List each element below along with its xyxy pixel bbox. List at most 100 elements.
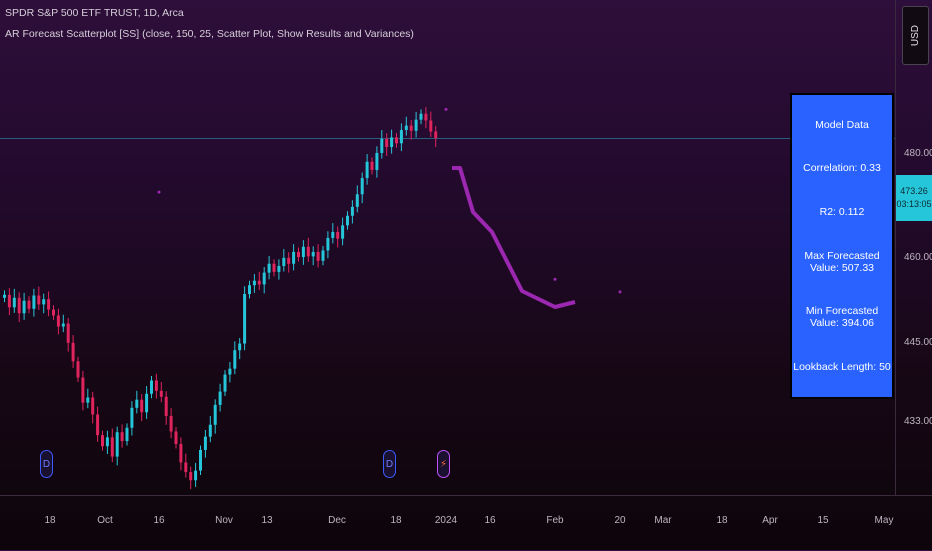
- candle: [272, 263, 276, 272]
- candle: [184, 462, 188, 473]
- time-tick: 18: [44, 515, 56, 526]
- candle: [282, 257, 286, 266]
- candle: [22, 300, 26, 314]
- dividend-icon[interactable]: D: [40, 450, 53, 478]
- candle: [257, 280, 261, 285]
- min-forecast-value: Min Forecasted Value: 394.06: [805, 305, 879, 330]
- candle: [3, 294, 6, 298]
- candle: [199, 449, 202, 471]
- candle: [267, 263, 271, 273]
- candle: [341, 225, 345, 239]
- candle: [164, 396, 168, 416]
- candle: [385, 138, 389, 148]
- candle: [380, 138, 384, 153]
- candle: [233, 350, 237, 369]
- candle: [174, 431, 178, 445]
- candle: [326, 237, 330, 251]
- price-tick: 480.00: [904, 148, 932, 159]
- candle: [277, 265, 281, 272]
- candle: [17, 297, 21, 314]
- symbol-title[interactable]: SPDR S&P 500 ETF TRUST, 1D, Arca: [5, 7, 184, 19]
- forecast-point: [444, 107, 448, 111]
- candle: [228, 368, 232, 375]
- candle: [81, 377, 85, 403]
- indicator-title[interactable]: AR Forecast Scatterplot [SS] (close, 150…: [5, 28, 414, 40]
- candle: [409, 125, 413, 131]
- candle: [194, 470, 198, 481]
- candle: [115, 432, 119, 457]
- candle: [208, 424, 212, 437]
- candle: [42, 299, 46, 305]
- candle: [262, 272, 266, 285]
- candle: [71, 342, 75, 362]
- candle: [7, 294, 11, 308]
- candle: [47, 299, 51, 310]
- forecast-point: [553, 277, 557, 281]
- candle: [336, 231, 340, 239]
- correlation-value: Correlation: 0.33: [803, 162, 881, 175]
- currency-label: USD: [910, 24, 921, 47]
- chart-area[interactable]: [0, 0, 895, 495]
- price-chart[interactable]: [0, 0, 895, 495]
- candle: [150, 380, 153, 394]
- candle: [154, 380, 158, 391]
- candle: [135, 399, 139, 408]
- candle: [243, 294, 247, 344]
- time-tick: 18: [390, 515, 402, 526]
- candle: [306, 246, 310, 257]
- candle: [355, 194, 359, 207]
- candle: [66, 323, 70, 343]
- candle: [360, 178, 364, 195]
- dividend-icon[interactable]: D: [383, 450, 396, 478]
- candle: [27, 300, 31, 309]
- candle: [248, 285, 251, 295]
- candle: [76, 361, 80, 378]
- candle: [346, 215, 349, 226]
- candle: [238, 343, 242, 351]
- forecast-line: [452, 166, 576, 309]
- candle: [179, 444, 183, 463]
- candle: [12, 297, 16, 308]
- candle: [56, 315, 60, 327]
- candle: [287, 257, 291, 264]
- time-tick: 16: [153, 515, 165, 526]
- candle: [414, 119, 418, 131]
- time-tick: 13: [261, 515, 273, 526]
- time-tick: 2024: [434, 515, 458, 526]
- currency-button[interactable]: USD: [902, 6, 929, 65]
- candle: [223, 374, 227, 392]
- candle: [140, 399, 144, 413]
- candle: [159, 390, 163, 397]
- candle: [125, 427, 129, 442]
- time-tick: 16: [484, 515, 496, 526]
- time-tick: Apr: [762, 515, 778, 526]
- candle: [316, 251, 320, 261]
- model-data-title: Model Data: [815, 118, 869, 131]
- candle: [365, 161, 369, 179]
- candle: [252, 280, 256, 286]
- time-tick: Nov: [215, 515, 233, 526]
- time-axis[interactable]: [0, 495, 932, 551]
- lookback-length: Lookback Length: 50: [793, 361, 891, 374]
- time-tick: Oct: [97, 515, 113, 526]
- price-scale[interactable]: [895, 0, 932, 495]
- candle: [321, 250, 325, 261]
- candle: [375, 152, 379, 170]
- time-tick: 15: [817, 515, 829, 526]
- candle: [292, 251, 296, 264]
- candle: [96, 414, 100, 436]
- candle: [189, 472, 193, 481]
- candle: [120, 432, 124, 442]
- current-price: 473.26: [900, 186, 928, 196]
- time-tick: 20: [614, 515, 626, 526]
- candle: [213, 404, 217, 425]
- time-tick: May: [874, 515, 894, 526]
- candle: [32, 295, 36, 309]
- candle: [218, 391, 222, 405]
- candle: [395, 137, 398, 144]
- earnings-icon[interactable]: ⚡: [437, 450, 450, 478]
- time-tick: 18: [716, 515, 728, 526]
- candle: [86, 397, 90, 403]
- candle: [399, 130, 403, 144]
- candle: [301, 246, 305, 258]
